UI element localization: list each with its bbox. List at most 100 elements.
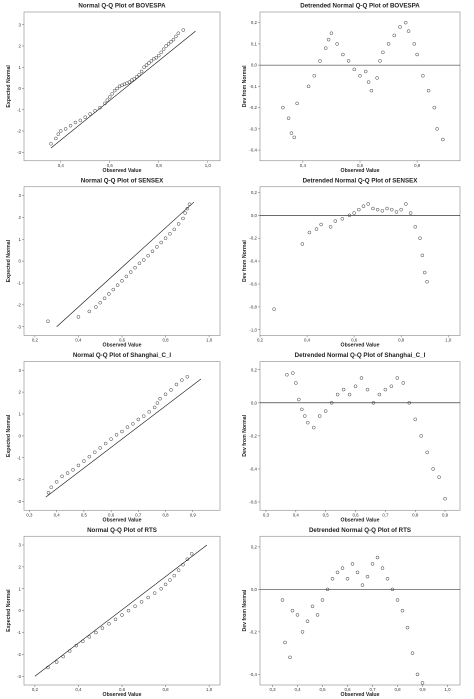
data-point xyxy=(87,309,92,314)
data-point xyxy=(272,307,276,311)
data-point xyxy=(71,468,75,472)
data-point xyxy=(172,573,176,578)
plot-frame xyxy=(259,361,461,511)
data-point xyxy=(68,649,72,653)
data-point xyxy=(133,265,137,270)
data-point xyxy=(285,372,289,377)
data-point xyxy=(312,425,316,430)
data-point xyxy=(371,206,375,211)
data-point xyxy=(108,95,112,99)
x-tick-label: 0,8 xyxy=(394,687,401,692)
data-point xyxy=(323,46,328,50)
x-axis-label: Observed Value xyxy=(341,343,380,349)
data-point xyxy=(281,105,285,110)
data-point xyxy=(383,387,388,392)
data-point xyxy=(335,570,340,575)
data-point xyxy=(103,441,108,446)
data-point xyxy=(127,80,132,84)
y-tick-label: -3 xyxy=(17,674,21,679)
data-point xyxy=(126,608,131,613)
data-point xyxy=(375,207,380,212)
y-tick-label: -3 xyxy=(17,324,21,329)
data-point xyxy=(432,105,437,110)
data-point xyxy=(405,625,410,630)
data-point xyxy=(88,112,92,116)
data-point xyxy=(68,123,73,128)
y-tick-label: 0 xyxy=(19,608,22,613)
y-tick-label: -3 xyxy=(17,150,21,155)
x-axis-label: Observed Value xyxy=(103,692,142,698)
x-tick-label: 0,4 xyxy=(304,338,311,343)
data-point xyxy=(63,127,68,131)
data-point xyxy=(144,63,149,67)
data-point xyxy=(303,414,307,418)
y-tick-label: 0 xyxy=(19,86,22,91)
data-point xyxy=(78,118,83,123)
data-point xyxy=(146,595,150,600)
data-point xyxy=(54,660,59,664)
y-tick-label: 0 xyxy=(19,433,22,438)
data-point xyxy=(73,120,78,125)
x-tick-label: 0,2 xyxy=(257,338,264,343)
x-axis-label: Observed Value xyxy=(341,692,380,698)
y-tick-label: 3 xyxy=(19,368,22,373)
data-point xyxy=(375,76,379,80)
x-tick-label: 1,0 xyxy=(444,687,451,692)
y-tick-label: -0,4 xyxy=(249,466,257,471)
reference-line xyxy=(50,30,196,149)
y-tick-label: 0,2 xyxy=(251,190,258,195)
data-point xyxy=(408,211,413,215)
data-point xyxy=(113,617,118,622)
data-point xyxy=(146,253,150,258)
y-tick-label: 0,0 xyxy=(251,63,258,68)
data-point xyxy=(390,587,395,592)
x-tick-label: 0,7 xyxy=(382,512,389,517)
y-tick-label: -0,4 xyxy=(249,672,257,677)
data-point xyxy=(174,382,179,387)
y-axis-label: Expected Normal xyxy=(6,589,12,632)
data-point xyxy=(46,491,51,495)
data-point xyxy=(314,227,319,231)
data-point xyxy=(98,446,102,450)
data-point xyxy=(152,591,157,595)
chart-panel: Normal Q-Q Plot of BOVESPA Observed Value… xyxy=(6,3,221,174)
data-point xyxy=(401,381,406,385)
data-point xyxy=(357,207,361,212)
data-point xyxy=(286,116,291,120)
y-tick-label: -1 xyxy=(17,107,21,112)
data-point xyxy=(371,401,376,405)
data-point xyxy=(385,206,389,211)
data-point xyxy=(280,598,285,602)
data-point xyxy=(389,384,394,389)
data-point xyxy=(76,315,81,319)
data-point xyxy=(60,474,64,479)
data-point xyxy=(147,410,151,414)
data-point xyxy=(59,129,63,133)
data-point xyxy=(340,217,345,221)
plot-frame xyxy=(23,11,221,162)
data-point xyxy=(98,105,102,110)
data-point xyxy=(443,496,447,501)
x-tick-label: 0,6 xyxy=(119,338,126,343)
data-point xyxy=(94,305,98,309)
y-tick-label: 2 xyxy=(19,44,22,49)
data-point xyxy=(292,135,297,140)
data-point xyxy=(395,598,400,602)
data-point xyxy=(171,37,176,42)
x-tick-label: 1,0 xyxy=(206,687,213,692)
data-point xyxy=(157,53,161,58)
data-point xyxy=(81,639,85,643)
data-point xyxy=(431,467,435,471)
y-tick-label: 3 xyxy=(19,193,22,198)
data-point xyxy=(111,287,116,292)
data-point xyxy=(115,86,119,91)
data-point xyxy=(361,204,366,208)
data-point xyxy=(128,270,133,274)
data-point xyxy=(105,98,110,102)
data-point xyxy=(365,574,370,579)
data-point xyxy=(306,420,310,425)
data-point xyxy=(300,630,305,634)
x-tick-label: 0,6 xyxy=(108,512,115,517)
data-point xyxy=(317,414,322,418)
data-point xyxy=(415,672,420,677)
